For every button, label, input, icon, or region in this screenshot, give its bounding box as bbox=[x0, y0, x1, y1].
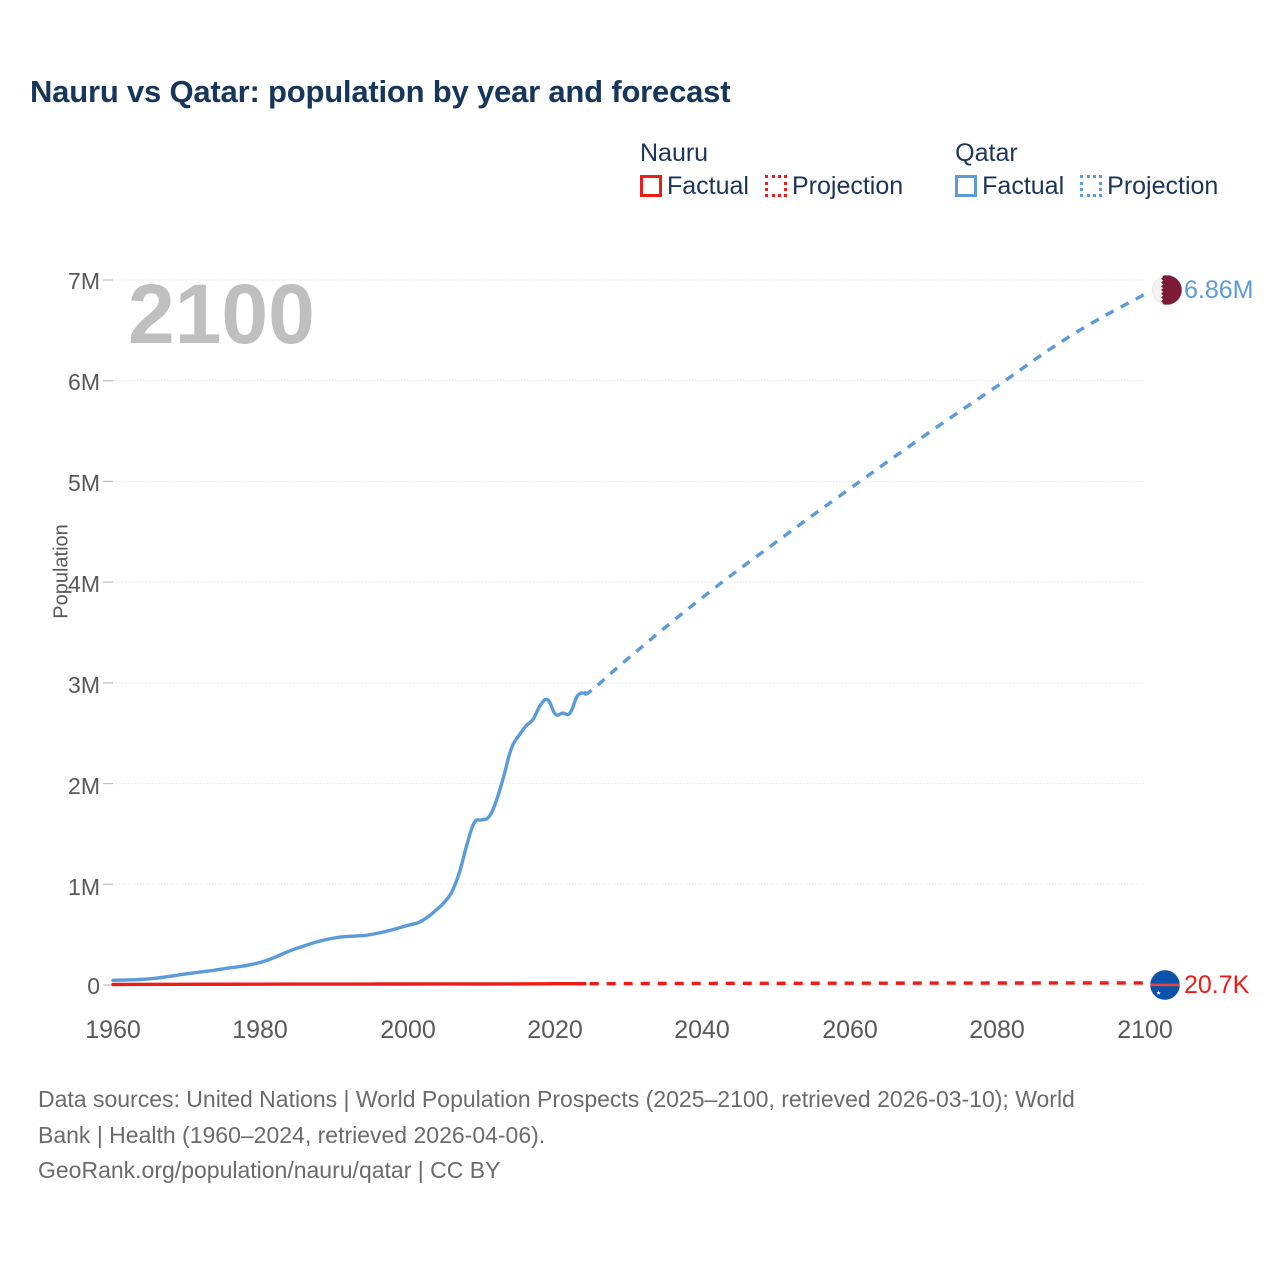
y-tick-label: 7M bbox=[68, 268, 100, 294]
legend-swatch-solid-icon bbox=[955, 175, 978, 197]
legend-group-qatar: Qatar Factual Projection bbox=[955, 139, 1219, 200]
nauru-endpoint-value: 20.7K bbox=[1184, 971, 1250, 999]
legend-item-qatar-factual[interactable]: Factual bbox=[955, 171, 1065, 200]
gridlines bbox=[103, 279, 1145, 986]
series-line-projection-nauru bbox=[577, 981, 1146, 986]
legend-item-nauru-projection[interactable]: Projection bbox=[764, 171, 904, 200]
legend-label-qatar-factual: Factual bbox=[982, 171, 1065, 200]
y-tick-label: 0 bbox=[87, 973, 100, 999]
legend-label-qatar-projection: Projection bbox=[1107, 171, 1219, 200]
y-tick-label: 5M bbox=[68, 470, 100, 496]
x-tick-label: 2080 bbox=[969, 1016, 1025, 1044]
y-tick-label: 4M bbox=[68, 571, 100, 597]
legend-group-title-nauru: Nauru bbox=[640, 139, 709, 167]
series-line-projection-qatar bbox=[583, 292, 1146, 696]
x-tick-label: 2000 bbox=[380, 1016, 436, 1044]
chart-legend: Nauru Factual Projection Qatar Factual bbox=[640, 139, 1219, 200]
legend-swatch-dotted-icon bbox=[764, 175, 787, 197]
legend-swatch-solid-icon bbox=[640, 175, 662, 197]
page-title: Nauru vs Qatar: population by year and f… bbox=[30, 74, 731, 109]
legend-swatch-dotted-icon bbox=[1080, 175, 1103, 197]
series-line-factual-nauru bbox=[111, 982, 587, 987]
x-tick-label: 1980 bbox=[232, 1016, 288, 1044]
legend-item-nauru-factual[interactable]: Factual bbox=[640, 171, 749, 200]
legend-group-title-qatar: Qatar bbox=[955, 139, 1018, 167]
series-line-factual-qatar bbox=[111, 691, 587, 982]
x-tick-label: 2020 bbox=[527, 1016, 583, 1044]
legend-item-qatar-projection[interactable]: Projection bbox=[1080, 171, 1219, 200]
x-tick-label: 2100 bbox=[1117, 1016, 1173, 1044]
footer-line-sources-1: Data sources: United Nations | World Pop… bbox=[38, 1086, 1075, 1112]
qatar-flag-icon bbox=[1152, 275, 1182, 305]
x-tick-label: 2060 bbox=[822, 1016, 878, 1044]
y-tick-label: 1M bbox=[68, 874, 100, 900]
legend-label-nauru-factual: Factual bbox=[667, 171, 749, 200]
year-watermark: 2100 bbox=[128, 267, 315, 361]
series-lines bbox=[111, 292, 1146, 987]
nauru-flag-icon bbox=[1150, 970, 1180, 1000]
x-tick-label: 2040 bbox=[674, 1016, 730, 1044]
y-tick-label: 2M bbox=[68, 773, 100, 799]
footer-line-license: GeoRank.org/population/nauru/qatar | CC … bbox=[38, 1157, 501, 1184]
footer-line-sources-2: Bank | Health (1960–2024, retrieved 2026… bbox=[38, 1121, 546, 1148]
legend-label-nauru-projection: Projection bbox=[791, 171, 904, 200]
legend-group-nauru: Nauru Factual Projection bbox=[640, 139, 904, 200]
qatar-endpoint-value: 6.86M bbox=[1184, 276, 1254, 304]
y-tick-label: 6M bbox=[68, 369, 100, 395]
y-tick-label: 3M bbox=[68, 672, 100, 698]
footer-attribution: Data sources: United Nations | World Pop… bbox=[38, 1082, 1248, 1189]
x-tick-label: 1960 bbox=[85, 1016, 141, 1044]
